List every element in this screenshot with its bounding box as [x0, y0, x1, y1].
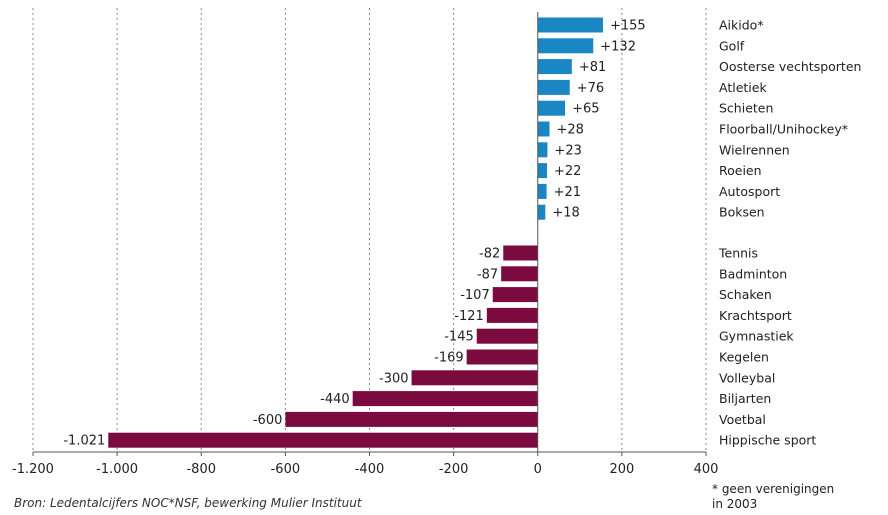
value-label: -107 — [460, 288, 490, 303]
category-label: Kegelen — [719, 350, 769, 365]
negative-bar — [285, 411, 538, 427]
value-label: +23 — [554, 143, 581, 158]
negative-bar — [492, 287, 538, 303]
positive-bar — [537, 142, 548, 158]
category-label: Wielrennen — [719, 142, 790, 157]
x-tick-label: -1.000 — [96, 462, 138, 477]
category-label: Schaken — [719, 287, 772, 302]
category-label: Gymnastiek — [719, 329, 794, 344]
category-label: Voetbal — [719, 412, 766, 427]
negative-bar — [466, 349, 538, 365]
value-label: -87 — [477, 267, 498, 282]
category-label: Badminton — [719, 266, 787, 281]
category-label: Floorball/Unihockey* — [719, 122, 848, 137]
x-tick-label: 400 — [694, 462, 719, 477]
category-label: Volleybal — [719, 370, 775, 385]
x-tick-label: -400 — [355, 462, 385, 477]
positive-bar — [537, 183, 547, 199]
negative-bar — [352, 391, 538, 407]
negative-bar — [486, 307, 538, 323]
value-label: +21 — [554, 185, 581, 200]
value-label: -82 — [479, 247, 500, 262]
value-label: +132 — [600, 39, 636, 54]
category-label: Tennis — [718, 246, 758, 261]
value-label: +81 — [579, 60, 606, 75]
positive-bar — [537, 79, 570, 95]
positive-bar — [537, 100, 566, 116]
value-label: -145 — [444, 330, 474, 345]
value-label: -600 — [253, 413, 283, 428]
category-label: Atletiek — [719, 80, 767, 95]
category-label: Biljarten — [719, 391, 771, 406]
value-label: +65 — [572, 102, 599, 117]
value-label: -1.021 — [63, 434, 105, 449]
negative-bar — [108, 432, 538, 448]
x-tick-label: 0 — [534, 462, 542, 477]
x-tick-label: -600 — [271, 462, 301, 477]
category-label: Golf — [719, 38, 745, 53]
value-label: +76 — [577, 81, 604, 96]
category-label: Krachtsport — [719, 308, 792, 323]
x-tick-label: -1.200 — [12, 462, 54, 477]
negative-bar — [476, 328, 538, 344]
category-label: Schieten — [719, 101, 773, 116]
footnote: * geen verenigingen in 2003 — [712, 482, 834, 512]
positive-bar — [537, 17, 603, 33]
category-label: Boksen — [719, 205, 765, 220]
x-tick-label: -800 — [186, 462, 216, 477]
value-label: -121 — [454, 309, 484, 324]
value-label: +28 — [557, 123, 584, 138]
x-tick-label: 200 — [609, 462, 634, 477]
footnote-line-1: * geen verenigingen — [712, 482, 835, 496]
negative-bar — [411, 370, 538, 386]
positive-bar — [537, 121, 550, 137]
category-label: Autosport — [719, 184, 780, 199]
source-note: Bron: Ledentalcijfers NOC*NSF, bewerking… — [14, 496, 362, 510]
category-label: Oosterse vechtsporten — [719, 59, 861, 74]
value-label: +22 — [554, 164, 581, 179]
x-tick-label: -200 — [439, 462, 469, 477]
value-label: -169 — [434, 351, 464, 366]
value-label: +155 — [610, 19, 646, 34]
value-label: +18 — [552, 206, 579, 221]
value-label: -440 — [320, 392, 350, 407]
category-label: Roeien — [719, 163, 762, 178]
positive-bar — [537, 38, 594, 54]
positive-bar — [537, 204, 546, 220]
category-label: Aikido* — [719, 18, 764, 33]
positive-bar — [537, 59, 572, 75]
category-label: Hippische sport — [719, 433, 816, 448]
value-label: -300 — [379, 371, 409, 386]
footnote-line-2: in 2003 — [712, 497, 758, 511]
positive-bar — [537, 163, 548, 179]
negative-bar — [501, 266, 538, 282]
negative-bar — [503, 245, 538, 261]
